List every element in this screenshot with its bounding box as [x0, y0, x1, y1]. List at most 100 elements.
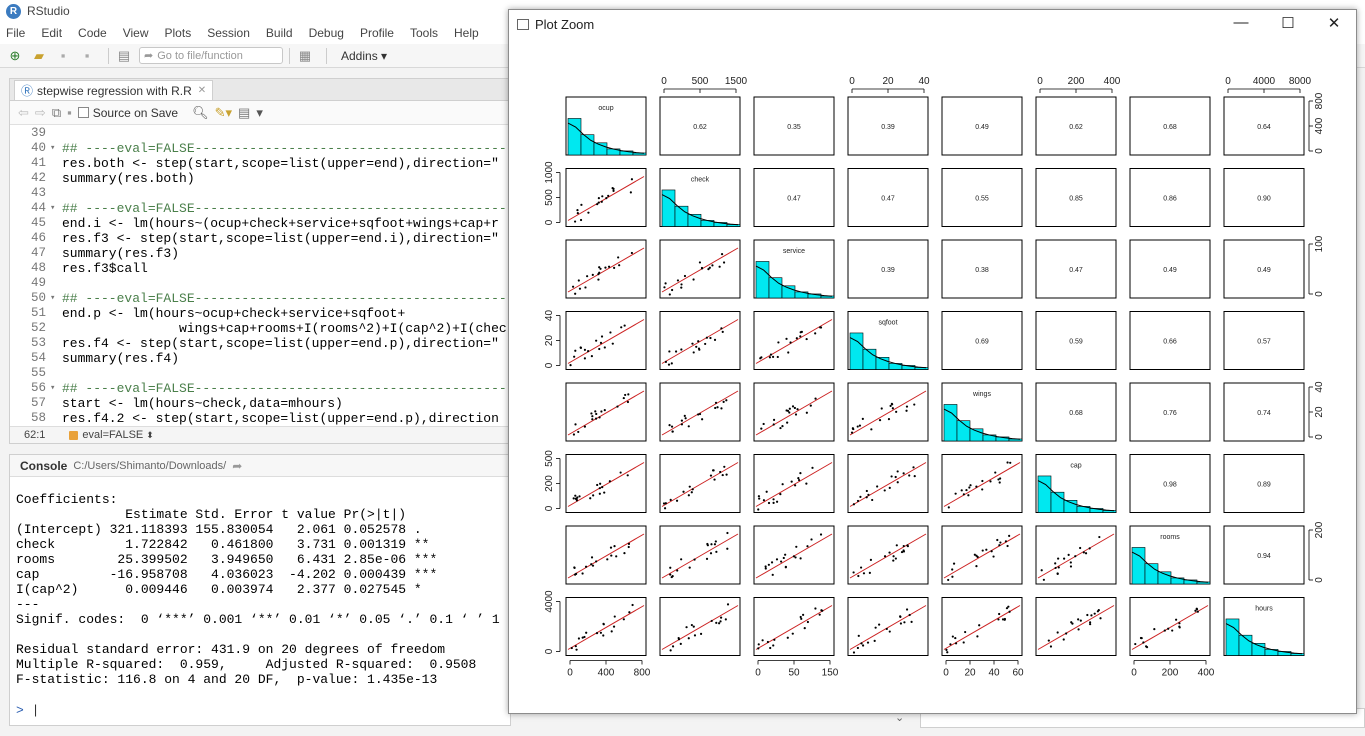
- grid-layout-icon[interactable]: ▦: [298, 47, 312, 63]
- data-point: [722, 261, 726, 264]
- fold-icon[interactable]: [50, 306, 62, 321]
- fold-icon[interactable]: [50, 321, 62, 336]
- data-point: [951, 635, 954, 638]
- code-line[interactable]: 42 summary(res.both): [10, 171, 510, 186]
- fold-icon[interactable]: [50, 411, 62, 426]
- code-line[interactable]: 39: [10, 126, 510, 141]
- menu-item-session[interactable]: Session: [207, 26, 250, 40]
- code-area[interactable]: 39 40 ▾ ## ----eval=FALSE------------------…: [10, 126, 510, 426]
- data-point: [978, 624, 981, 627]
- fold-icon[interactable]: [50, 276, 62, 291]
- code-line[interactable]: 48 res.f3$call: [10, 261, 510, 276]
- data-point: [895, 410, 898, 413]
- goto-directory-icon[interactable]: ➦: [232, 458, 243, 473]
- new-file-icon[interactable]: ⊕: [9, 47, 21, 63]
- search-icon[interactable]: 🔍︎: [192, 104, 209, 120]
- open-folder-icon[interactable]: ▰: [34, 47, 44, 63]
- forward-arrow-icon[interactable]: ⇨: [34, 104, 46, 120]
- fold-icon[interactable]: [50, 366, 62, 381]
- code-line[interactable]: 45 end.i <- lm(hours~(ocup+check+service+…: [10, 216, 510, 231]
- checkbox-icon[interactable]: [77, 107, 89, 118]
- data-point: [997, 618, 1000, 621]
- data-point: [598, 487, 601, 490]
- chevron-down-icon[interactable]: ⌄: [895, 712, 905, 724]
- fold-icon[interactable]: ▾: [50, 383, 56, 393]
- data-point: [990, 550, 993, 553]
- fold-icon[interactable]: [50, 156, 62, 171]
- menu-item-profile[interactable]: Profile: [359, 26, 394, 40]
- code-line[interactable]: 41 res.both <- step(start,scope=list(uppe…: [10, 156, 510, 171]
- data-point: [682, 490, 685, 493]
- fold-icon[interactable]: ▾: [50, 143, 56, 153]
- goto-file-input[interactable]: ➦ Go to file/function: [139, 47, 283, 64]
- code-line[interactable]: 51 end.p <- lm(hours~ocup+check+service+s…: [10, 306, 510, 321]
- fold-icon[interactable]: [50, 216, 62, 231]
- data-point: [794, 413, 798, 416]
- code-line[interactable]: 44 ▾ ## ----eval=FALSE--------------------…: [10, 201, 510, 216]
- code-line[interactable]: 57 start <- lm(hours~check,data=mhours): [10, 396, 510, 411]
- code-line[interactable]: 43: [10, 186, 510, 201]
- addins-menu[interactable]: Addins ▾: [341, 48, 388, 63]
- source-on-save-checkbox[interactable]: Source on Save: [77, 106, 178, 120]
- data-point: [619, 471, 622, 474]
- data-point: [852, 651, 856, 654]
- save-icon[interactable]: ▪: [60, 48, 66, 63]
- code-line[interactable]: 47 summary(res.f3): [10, 246, 510, 261]
- close-button[interactable]: ✕: [1327, 15, 1341, 32]
- data-point: [799, 557, 802, 560]
- menu-item-debug[interactable]: Debug: [308, 26, 344, 40]
- chunk-navigator[interactable]: eval=FALSE ⬍: [69, 429, 154, 441]
- menu-item-tools[interactable]: Tools: [409, 26, 438, 40]
- code-line[interactable]: 50 ▾ ## ----eval=FALSE--------------------…: [10, 291, 510, 306]
- menu-item-build[interactable]: Build: [265, 26, 293, 40]
- print-icon[interactable]: ▤: [117, 47, 131, 63]
- code-line[interactable]: 55: [10, 366, 510, 381]
- minimize-button[interactable]: —: [1233, 14, 1249, 31]
- fold-icon[interactable]: [50, 231, 62, 246]
- menu-item-help[interactable]: Help: [454, 26, 479, 40]
- fold-icon[interactable]: ▾: [50, 293, 56, 303]
- menu-item-file[interactable]: File: [6, 26, 26, 40]
- maximize-button[interactable]: ☐: [1281, 15, 1295, 32]
- fold-icon[interactable]: [50, 261, 62, 276]
- data-point: [865, 489, 868, 493]
- fold-icon[interactable]: [50, 396, 62, 411]
- data-point: [910, 620, 913, 623]
- compile-report-icon[interactable]: ▤: [238, 104, 251, 120]
- more-options-icon[interactable]: ▾: [256, 104, 263, 120]
- fold-icon[interactable]: [50, 246, 62, 261]
- console-prompt[interactable]: > |: [16, 703, 40, 718]
- menu-item-code[interactable]: Code: [78, 26, 107, 40]
- back-arrow-icon[interactable]: ⇦: [18, 104, 29, 120]
- menu-item-view[interactable]: View: [122, 26, 149, 40]
- code-line[interactable]: 40 ▾ ## ----eval=FALSE--------------------…: [10, 141, 510, 156]
- axis-tick-label: 200: [544, 475, 555, 492]
- fold-icon[interactable]: [50, 171, 62, 186]
- menu-item-plots[interactable]: Plots: [164, 26, 192, 40]
- fold-icon[interactable]: [50, 126, 62, 141]
- code-line[interactable]: 49: [10, 276, 510, 291]
- close-tab-icon[interactable]: ✕: [197, 85, 207, 96]
- save-icon[interactable]: ▪: [67, 105, 72, 120]
- code-line[interactable]: 46 res.f3 <- step(start,scope=list(upper=…: [10, 231, 510, 246]
- fold-icon[interactable]: ▾: [50, 203, 56, 213]
- code-tools-icon[interactable]: ✎▾: [214, 104, 233, 120]
- code-line[interactable]: 52 wings+cap+rooms+I(rooms^2)+I(cap^2)+I…: [10, 321, 510, 336]
- fold-icon[interactable]: [50, 336, 62, 351]
- code-line[interactable]: 53 res.f4 <- step(start,scope=list(upper=…: [10, 336, 510, 351]
- code-line[interactable]: 54 summary(res.f4): [10, 351, 510, 366]
- menu-item-edit[interactable]: Edit: [41, 26, 63, 40]
- data-point: [579, 218, 583, 222]
- data-point: [975, 554, 978, 557]
- code-line[interactable]: 56 ▾ ## ----eval=FALSE--------------------…: [10, 381, 510, 396]
- data-point: [612, 625, 616, 628]
- tab-stepwise-regression[interactable]: Ⓡ stepwise regression with R.R ✕: [14, 80, 214, 100]
- data-point: [998, 544, 1001, 547]
- data-point: [905, 608, 909, 611]
- code-line[interactable]: 58 res.f4.2 <- step(start,scope=list(uppe…: [10, 411, 510, 426]
- show-in-window-icon[interactable]: ⧉: [51, 104, 62, 120]
- fold-icon[interactable]: [50, 351, 62, 366]
- fold-icon[interactable]: [50, 186, 62, 201]
- axis-tick-label: 40: [1314, 381, 1325, 393]
- save-all-icon[interactable]: ▪: [84, 48, 90, 63]
